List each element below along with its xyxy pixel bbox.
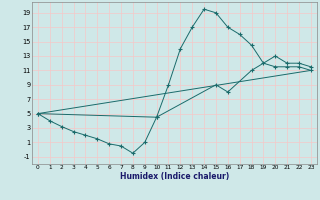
X-axis label: Humidex (Indice chaleur): Humidex (Indice chaleur): [120, 172, 229, 181]
